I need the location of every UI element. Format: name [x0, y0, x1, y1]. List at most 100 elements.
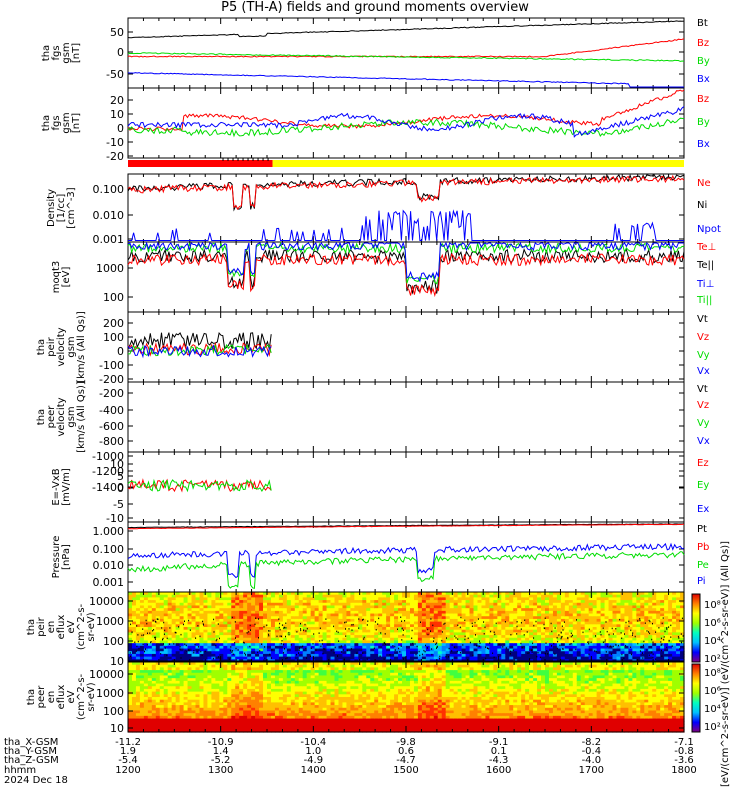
y-tick-label: -200: [99, 387, 124, 400]
spectrogram-noise: [677, 635, 679, 638]
spectrogram-noise: [595, 635, 596, 637]
spectrogram-noise: [551, 630, 553, 633]
spectrogram-noise: [351, 624, 353, 626]
legend-Npot: Npot: [697, 224, 721, 235]
spectrogram-noise: [201, 654, 203, 657]
spectrogram-noise: [346, 649, 348, 652]
spectrogram-noise: [575, 648, 577, 651]
spectrogram-noise: [411, 629, 413, 632]
spectrogram-noise: [439, 655, 441, 658]
spectrogram-noise: [296, 654, 298, 656]
spectrogram-noise: [320, 645, 322, 648]
colorbar-tick: 10⁴: [704, 636, 721, 647]
x-row-value: 1400: [301, 765, 326, 776]
spectrogram-noise: [322, 652, 324, 655]
y-axis-label: gsm: [66, 406, 77, 427]
spectrogram-noise: [561, 625, 563, 627]
spectrogram-noise: [444, 622, 446, 625]
spectrogram-noise: [333, 625, 335, 628]
spectrogram-noise: [655, 658, 657, 660]
spectrogram-noise: [281, 635, 282, 638]
spectrogram-noise: [279, 622, 281, 625]
spectrogram-noise: [455, 637, 457, 639]
spectrogram-noise: [362, 618, 364, 621]
spectrogram-noise: [302, 645, 304, 647]
spectrogram-noise: [464, 635, 466, 638]
spectrogram-noise: [606, 630, 608, 633]
spectrogram-noise: [496, 639, 498, 642]
spectrogram-noise: [446, 637, 447, 639]
spectrogram-noise: [298, 649, 300, 651]
spectrogram-noise: [169, 627, 171, 629]
x-row-value: -7.1: [674, 737, 694, 748]
spectrogram-noise: [374, 621, 376, 623]
mode-bar-mark: [267, 158, 269, 161]
spectrogram-noise: [453, 646, 455, 648]
y-axis-label: tha: [26, 689, 37, 705]
Bz-line: [127, 38, 685, 58]
spectrogram-noise: [344, 621, 346, 624]
spectrogram-noise: [639, 650, 641, 652]
spectrogram-noise: [543, 627, 545, 629]
Ni-line: [127, 173, 685, 212]
legend-Vz: Vz: [697, 332, 709, 343]
spectrogram-noise: [554, 627, 556, 629]
spectrogram-noise: [524, 619, 526, 621]
x-row-value: 1200: [115, 765, 140, 776]
spectrogram-noise: [490, 630, 492, 633]
spectrogram-noise: [152, 619, 154, 622]
y-axis-label: peer: [46, 405, 57, 429]
panel-frame: [127, 451, 685, 523]
spectrogram-noise: [193, 649, 195, 652]
spectrogram-noise: [228, 658, 230, 660]
spectrogram-noise: [137, 634, 139, 636]
y-axis-label: tha: [26, 619, 37, 635]
legend-Vy: Vy: [697, 418, 710, 429]
colorbar-electron: [691, 663, 701, 733]
spectrogram-noise: [632, 634, 633, 636]
spectrogram-noise: [258, 618, 259, 620]
spectrogram-noise: [531, 651, 533, 653]
y-axis-label: [nPa]: [61, 544, 72, 570]
spectrogram-noise: [604, 641, 606, 643]
spectrogram-noise: [402, 634, 404, 636]
spectrogram-noise: [427, 633, 429, 636]
spectrogram-noise: [625, 644, 627, 647]
spectrogram-noise: [670, 624, 672, 627]
spectrogram-noise: [404, 620, 406, 622]
spectrogram-noise: [660, 644, 662, 646]
spectrogram-noise: [284, 626, 285, 629]
spectrogram-noise: [621, 637, 623, 639]
spectrogram-noise: [489, 642, 491, 644]
spectrogram-noise: [310, 655, 311, 657]
spectrogram-noise: [483, 633, 485, 635]
spectrogram-noise: [264, 646, 266, 648]
spectrogram-noise: [602, 641, 604, 643]
legend-Pt: Pt: [697, 524, 707, 535]
spectrogram-noise: [651, 638, 653, 641]
spectrogram-noise: [213, 631, 215, 633]
spectrogram-noise: [632, 632, 634, 634]
spectrogram-noise: [624, 633, 625, 635]
y-axis-label: Pressure: [51, 536, 62, 579]
legend-By: By: [697, 117, 710, 128]
spectrogram-noise: [234, 641, 236, 644]
legend-Ti⊥: Ti⊥: [696, 279, 714, 290]
spectrogram-noise: [560, 631, 562, 634]
spectrogram-noise: [400, 616, 402, 618]
y-axis-label: en: [46, 621, 57, 634]
Npot-line: [128, 209, 684, 241]
spectrogram-noise: [161, 627, 163, 629]
x-row-value: -5.2: [211, 755, 231, 766]
spectrogram-noise: [366, 658, 368, 660]
x-row-value: -5.4: [118, 755, 138, 766]
spectrogram-noise: [595, 650, 597, 653]
spectrogram-noise: [248, 631, 250, 633]
spectrogram-noise: [258, 637, 259, 639]
spectrogram-noise: [637, 620, 639, 622]
spectrogram-noise: [510, 634, 512, 636]
spectrogram-noise: [544, 652, 546, 655]
spectrogram-noise: [516, 633, 518, 635]
spectrogram-noise: [436, 647, 437, 649]
y-tick-label: 100: [103, 291, 124, 304]
